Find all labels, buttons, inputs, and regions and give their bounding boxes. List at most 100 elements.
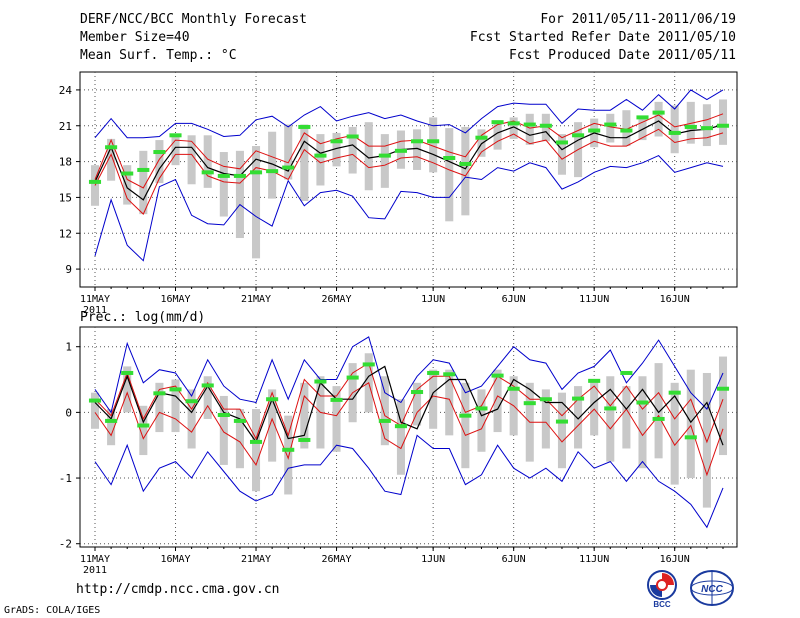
temp-observed-mark — [443, 156, 456, 160]
temp-observed-mark — [105, 145, 118, 150]
ncc-logo: NCC — [690, 570, 734, 606]
source-url[interactable]: http://cmdp.ncc.cma.gov.cn — [76, 582, 280, 597]
prec-observed-mark — [394, 424, 407, 429]
temp-y-tick-label: 12 — [59, 227, 72, 240]
temp-observed-mark — [459, 161, 472, 166]
prec-spread-box — [606, 376, 615, 462]
prec-spread-box — [380, 376, 389, 446]
prec-observed-mark — [604, 406, 617, 411]
temp-spread-box — [364, 122, 373, 191]
prec-ensemble-mean-line — [94, 365, 724, 446]
bcc-logo-text: BCC — [653, 600, 671, 608]
temp-observed-mark — [475, 135, 488, 140]
temp-observed-mark — [169, 133, 182, 138]
prec-observed-mark — [684, 435, 697, 440]
temp-spread-box — [509, 117, 518, 139]
prec-x-tick-label: 16MAY — [160, 554, 190, 565]
prec-observed-mark — [555, 419, 569, 424]
prec-spread-box — [203, 376, 212, 419]
prec-spread-box — [445, 369, 454, 436]
prec-x-year-label: 2011 — [83, 565, 107, 576]
temp-spread-box — [123, 165, 132, 205]
temp-observed-mark — [217, 173, 230, 178]
temp-observed-mark — [523, 122, 536, 127]
prec-observed-mark — [620, 370, 633, 375]
prec-observed-mark — [427, 370, 440, 375]
temp-observed-mark — [668, 130, 681, 135]
temp-spread-box — [252, 146, 261, 259]
prec-observed-mark — [668, 390, 681, 395]
temp-spread-box — [300, 124, 309, 201]
prec-observed-mark — [346, 375, 359, 380]
temp-observed-mark — [555, 140, 569, 145]
temp-spread-box — [219, 152, 228, 217]
prec-x-tick-label: 26MAY — [321, 554, 351, 565]
temp-observed-mark — [249, 170, 263, 175]
member-size-label: Member Size=40 — [80, 30, 190, 45]
prec-spread-box — [670, 382, 679, 485]
forecast-period-label: For 2011/05/11-2011/06/19 — [540, 12, 736, 27]
temp-ensemble-max-line — [94, 89, 724, 139]
temp-spread-box — [461, 126, 470, 216]
prec-observed-mark — [137, 423, 150, 428]
temp-observed-mark — [716, 123, 730, 128]
temp-spread-box — [622, 110, 631, 147]
temp-frame — [79, 71, 738, 288]
prec-x-tick-label: 11JUN — [579, 554, 609, 565]
prec-spread-box — [155, 382, 164, 433]
prec-x-tick-label: 16JUN — [660, 554, 690, 565]
prec-spread-box — [622, 386, 631, 449]
prec-observed-mark — [233, 418, 246, 423]
prec-observed-mark — [716, 386, 730, 391]
prec-observed-mark — [572, 396, 585, 401]
temp-observed-mark — [266, 169, 279, 174]
prec-spread-box — [461, 382, 470, 469]
prec-spread-box — [493, 369, 502, 433]
prec-observed-mark — [588, 378, 601, 383]
forecast-produced-date-label: Fcst Produced Date 2011/05/11 — [509, 48, 736, 63]
ncc-logo-text: NCC — [701, 584, 723, 595]
temp-observed-mark — [282, 165, 295, 170]
forecast-started-date-label: Fcst Started Refer Date 2011/05/10 — [469, 30, 736, 45]
prec-observed-mark — [491, 373, 504, 378]
temp-observed-mark — [427, 139, 440, 144]
temp-spread-box — [155, 140, 164, 184]
prec-spread-box — [477, 389, 486, 452]
prec-spread-box — [123, 366, 132, 413]
temp-observed-mark — [298, 124, 311, 129]
temp-x-year-label: 2011 — [83, 305, 107, 316]
prec-panel: -2 -1 0 1 11MAY 16MAY 21MAY 26MAY 1JUN 6JUN 11JUN 1… — [59, 310, 738, 576]
prec-y-tick-label: -2 — [59, 538, 72, 551]
prec-observed-mark — [217, 413, 230, 417]
prec-spread-box — [557, 392, 566, 469]
prec-spread-box — [187, 389, 196, 449]
temp-spread-box — [493, 120, 502, 150]
temp-x-tick-label: 6JUN — [502, 294, 526, 305]
prec-observed-mark — [459, 413, 472, 418]
temp-spread-box — [171, 134, 180, 166]
temp-observed-mark — [652, 110, 665, 115]
prec-spread-box — [413, 382, 422, 426]
prec-spread-box — [90, 392, 100, 429]
prec-spread-box — [235, 409, 244, 469]
prec-panel-title: Prec.: log(mm/d) — [80, 310, 205, 325]
prec-observed-mark — [411, 390, 424, 395]
temp-observed-mark — [346, 134, 359, 139]
prec-observed-mark — [153, 391, 166, 396]
temp-y-tick-label: 9 — [65, 263, 72, 276]
temp-spread-box — [332, 132, 341, 167]
temp-spread-box — [187, 135, 196, 185]
temp-spread-box — [718, 99, 728, 145]
temp-observed-mark — [411, 139, 424, 144]
prec-spread-box — [686, 369, 695, 479]
prec-observed-mark — [362, 362, 375, 367]
temp-observed-mark — [620, 128, 633, 133]
prec-frame — [79, 326, 738, 548]
prec-observed-mark — [636, 400, 649, 405]
prec-observed-mark — [266, 397, 279, 402]
prec-spread-box — [171, 379, 180, 433]
temp-x-tick-label: 26MAY — [321, 294, 351, 305]
prec-observed-mark — [330, 397, 343, 402]
temp-spread-box — [348, 126, 357, 174]
